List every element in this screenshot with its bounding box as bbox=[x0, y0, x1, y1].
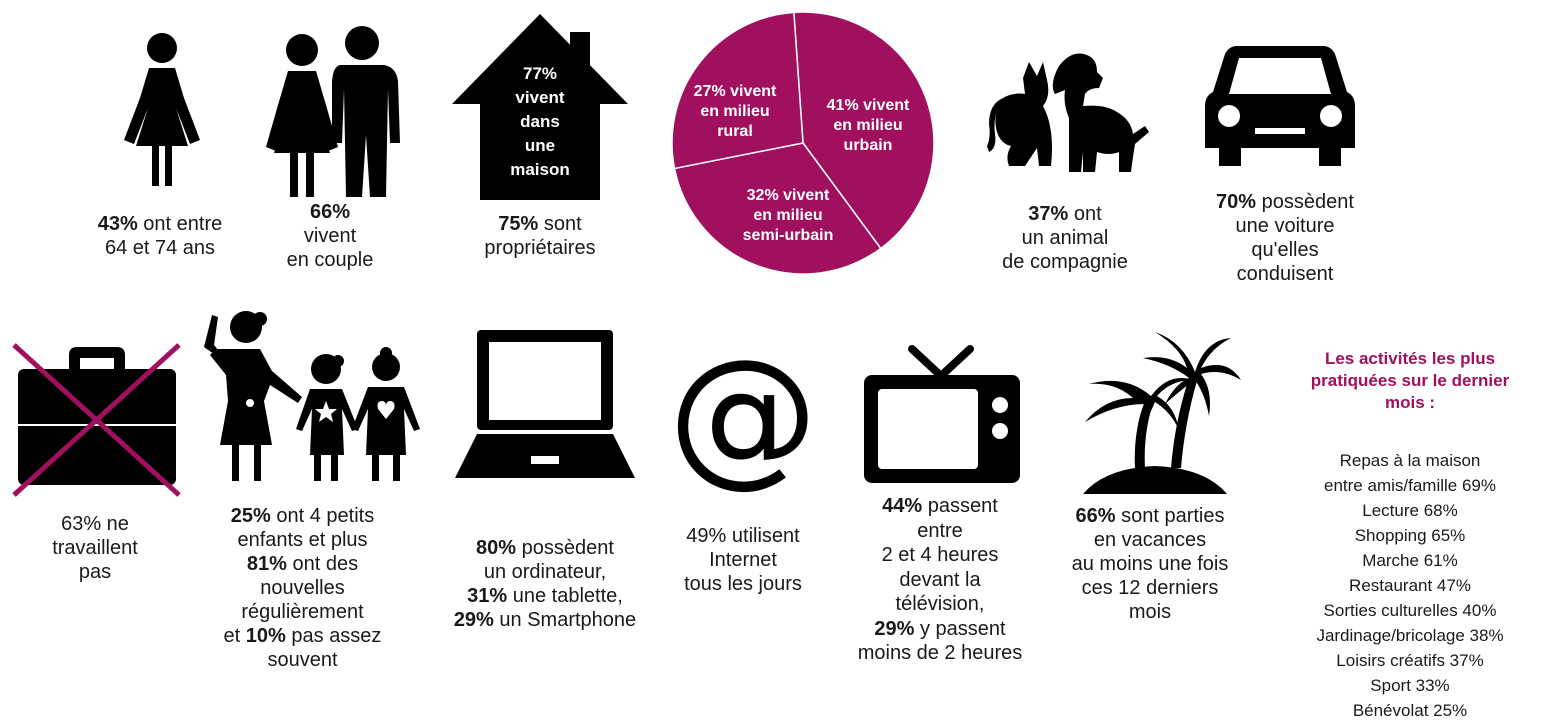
couple-caption: 66% vivent en couple bbox=[286, 201, 374, 271]
car-icon bbox=[1205, 46, 1355, 166]
residence-pie-chart bbox=[671, 11, 935, 275]
activity-item: Repas à la maison bbox=[1339, 451, 1481, 470]
pie-label-rural: 27% vivent en milieu rural bbox=[693, 83, 777, 140]
cat-dog-icon bbox=[987, 53, 1149, 172]
pie-slice-semi-urbain bbox=[673, 142, 882, 275]
activities-title: Les activités les plus pratiquées sur le… bbox=[1310, 349, 1510, 412]
activity-item: Sport 33% bbox=[1370, 676, 1450, 695]
tv-icon bbox=[864, 345, 1020, 483]
work-caption: 63% ne travaillent pas bbox=[52, 513, 138, 583]
activity-item: Marche 61% bbox=[1362, 551, 1458, 570]
pie-label-urbain: 41% vivent en milieu urbain bbox=[826, 97, 910, 154]
family-caption: 25% ont 4 petits enfants et plus 81% ont… bbox=[223, 505, 382, 671]
laptop-caption: 80% possèdent un ordinateur, 31% une tab… bbox=[453, 537, 637, 631]
car-caption: 70% possèdent une voiture qu'elles condu… bbox=[1216, 191, 1354, 285]
at-sign-icon: @ bbox=[668, 328, 818, 502]
activity-item: entre amis/famille 69% bbox=[1324, 476, 1496, 495]
pie-slice-rural bbox=[671, 11, 804, 170]
pie-label-semi-urbain: 32% vivent en milieu semi-urbain bbox=[742, 187, 834, 244]
laptop-icon bbox=[455, 330, 635, 478]
activity-item: Shopping 65% bbox=[1354, 526, 1466, 545]
house-icon bbox=[452, 14, 628, 200]
house-caption: 75% sont propriétaires bbox=[484, 213, 596, 259]
house-inner-text: 77% vivent dans une maison bbox=[510, 64, 570, 179]
activity-item: Bénévolat 25% bbox=[1352, 701, 1468, 720]
activity-item: Jardinage/bricolage 38% bbox=[1316, 626, 1504, 645]
activity-item: Lecture 68% bbox=[1362, 501, 1458, 520]
pets-caption: 37% ont un animal de compagnie bbox=[1002, 203, 1128, 273]
internet-caption: 49% utilisent Internet tous les jours bbox=[684, 525, 802, 595]
activity-item: Restaurant 47% bbox=[1349, 576, 1471, 595]
activity-item: Loisirs créatifs 37% bbox=[1336, 651, 1484, 670]
woman-caption: 43% ont entre 64 et 74 ans bbox=[97, 213, 223, 259]
activities-list: Repas à la maison entre amis/famille 69% L… bbox=[1285, 448, 1535, 723]
tv-caption: 44% passent entre 2 et 4 heures devant l… bbox=[857, 495, 1023, 664]
palm-tree-icon bbox=[1083, 332, 1241, 494]
grandmother-children-icon bbox=[204, 311, 420, 481]
holiday-caption: 66% sont parties en vacances au moins un… bbox=[1071, 505, 1229, 623]
woman-icon bbox=[124, 33, 200, 186]
crossed-briefcase-icon bbox=[12, 343, 181, 497]
activity-item: Sorties culturelles 40% bbox=[1323, 601, 1497, 620]
couple-icon bbox=[266, 26, 400, 197]
pie-slice-urbain bbox=[793, 11, 935, 250]
